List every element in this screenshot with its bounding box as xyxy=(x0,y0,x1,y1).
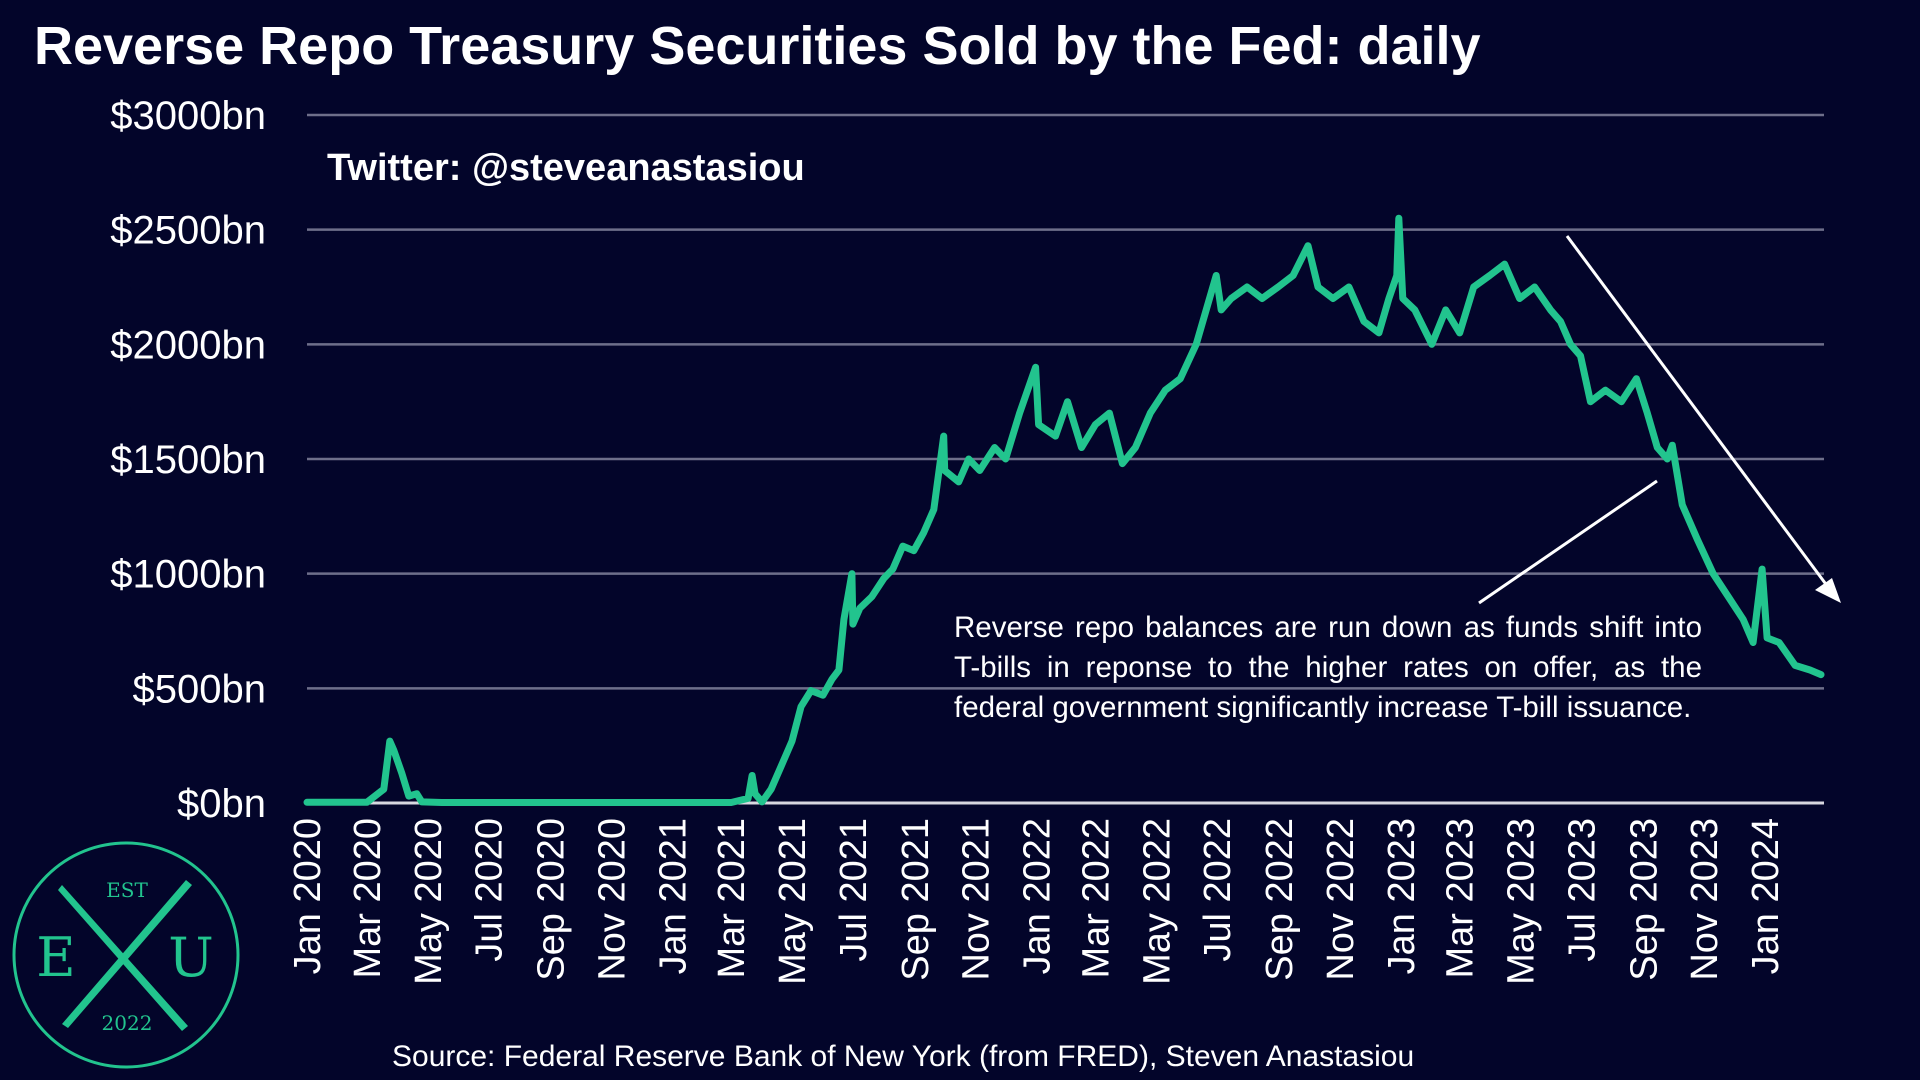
logo-ring xyxy=(12,841,240,1069)
x-tick-label: May 2023 xyxy=(1501,818,1543,985)
logo-year: 2022 xyxy=(102,1011,153,1035)
y-tick-label: $0bn xyxy=(177,782,266,826)
series-layer xyxy=(303,214,1825,806)
twitter-watermark: Twitter: @steveanastasiou xyxy=(327,147,805,189)
x-tick-label: Sep 2023 xyxy=(1623,818,1665,981)
x-tick-label: Jan 2020 xyxy=(287,818,329,974)
y-axis-tick-labels: $0bn $500bn $1000bn $1500bn $2000bn $2500bn $3… xyxy=(110,94,266,826)
gridlines xyxy=(307,113,1824,805)
x-tick-label: Jan 2022 xyxy=(1017,818,1059,974)
x-tick-label: Sep 2020 xyxy=(531,818,573,981)
x-tick-label: Sep 2021 xyxy=(895,818,937,981)
logo-est: EST xyxy=(106,878,148,902)
logo-letter-u: U xyxy=(168,926,214,989)
source-note: Source: Federal Reserve Bank of New York… xyxy=(392,1040,1414,1073)
x-tick-label: Nov 2023 xyxy=(1684,818,1726,981)
x-tick-label: May 2021 xyxy=(772,818,814,985)
x-tick-label: Nov 2021 xyxy=(956,818,998,981)
y-tick-label: $1500bn xyxy=(110,438,266,482)
x-tick-label: Nov 2022 xyxy=(1320,818,1362,981)
annotation-arrows xyxy=(1478,235,1841,605)
y-tick-label: $2000bn xyxy=(110,323,266,367)
y-tick-label: $3000bn xyxy=(110,94,266,138)
x-tick-label: Nov 2020 xyxy=(591,818,633,981)
series-line-0 xyxy=(303,214,1825,806)
x-tick-label: May 2020 xyxy=(408,818,450,985)
y-tick-label: $500bn xyxy=(133,667,266,711)
x-tick-label: Jan 2023 xyxy=(1381,818,1423,974)
x-tick-label: Jul 2020 xyxy=(469,818,511,962)
y-tick-label: $1000bn xyxy=(110,553,266,597)
x-tick-label: Jan 2024 xyxy=(1745,818,1787,974)
x-tick-label: Mar 2020 xyxy=(347,818,389,979)
x-tick-label: Mar 2023 xyxy=(1440,818,1482,979)
x-tick-label: Sep 2022 xyxy=(1259,818,1301,981)
x-tick-label: Jul 2021 xyxy=(833,818,875,962)
chart-title: Reverse Repo Treasury Securities Sold by… xyxy=(34,16,1481,76)
y-tick-label: $2500bn xyxy=(110,209,266,253)
x-tick-label: Mar 2021 xyxy=(711,818,753,979)
downtrend-arrow-line xyxy=(1565,235,1830,588)
x-tick-label: May 2022 xyxy=(1136,818,1178,985)
downtrend-arrowhead xyxy=(1815,578,1841,603)
x-tick-label: Jan 2021 xyxy=(652,818,694,974)
annotation-pointer-line xyxy=(1478,479,1658,605)
x-tick-label: Jul 2022 xyxy=(1197,818,1239,962)
logo-cross-stroke-2 xyxy=(62,880,192,1028)
x-axis-tick-labels: Jan 2020 Mar 2020 May 2020 Jul 2020 Sep 2020… xyxy=(287,818,1787,985)
logo-letter-e: E xyxy=(36,926,75,989)
x-tick-label: Jul 2023 xyxy=(1561,818,1603,962)
exu-logo: EST E U 2022 xyxy=(12,841,240,1069)
x-tick-label: Mar 2022 xyxy=(1075,818,1117,979)
annotation-text: Reverse repo balances are run down as fu… xyxy=(954,611,1702,724)
